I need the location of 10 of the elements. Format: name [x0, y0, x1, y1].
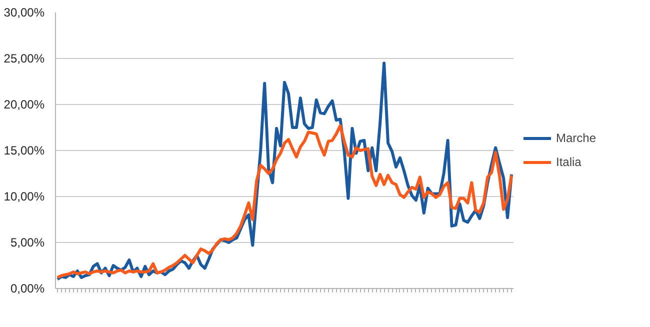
legend-label: Marche [556, 131, 596, 145]
y-tick-label: 25,00% [4, 52, 45, 66]
y-tick-label: 0,00% [10, 282, 45, 296]
legend-label: Italia [556, 155, 582, 169]
y-tick-label: 20,00% [4, 98, 45, 112]
y-tick-label: 15,00% [4, 144, 45, 158]
line-series [56, 124, 514, 279]
y-tick-label: 30,00% [4, 6, 45, 20]
y-tick-label: 5,00% [10, 236, 45, 250]
y-tick-label: 10,00% [4, 190, 45, 204]
